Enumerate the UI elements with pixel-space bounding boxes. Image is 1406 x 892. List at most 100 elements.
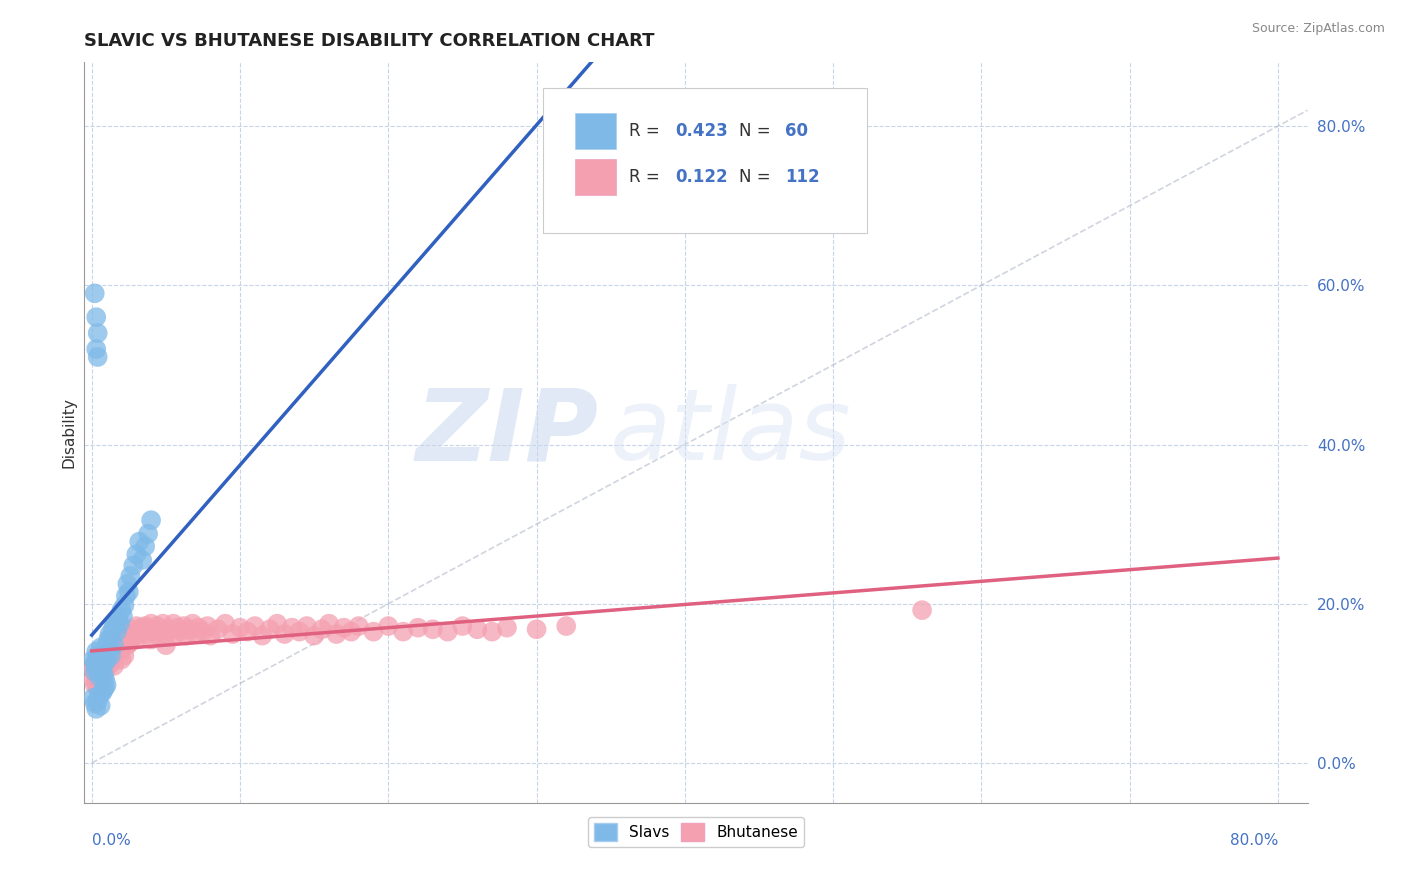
Point xyxy=(125,619,148,633)
Point xyxy=(125,548,148,562)
Point xyxy=(100,646,122,660)
Point xyxy=(128,534,150,549)
Point xyxy=(98,643,121,657)
Point xyxy=(101,622,124,636)
Text: 0.0%: 0.0% xyxy=(91,833,131,848)
Point xyxy=(107,611,129,625)
Point xyxy=(96,654,118,668)
Point xyxy=(363,624,385,639)
Text: 80.0%: 80.0% xyxy=(1230,833,1278,848)
Point xyxy=(132,624,155,639)
Point xyxy=(110,652,132,666)
Point xyxy=(111,632,134,647)
Point xyxy=(325,627,347,641)
Point xyxy=(252,629,274,643)
Point xyxy=(118,637,141,651)
Point xyxy=(111,608,134,623)
Point xyxy=(911,603,934,617)
Point xyxy=(93,682,115,697)
Point xyxy=(86,654,108,668)
Point xyxy=(115,589,138,603)
Point xyxy=(90,673,112,687)
Point xyxy=(100,648,122,663)
Point xyxy=(97,632,120,647)
Point xyxy=(98,643,121,657)
Point xyxy=(134,619,156,633)
Point xyxy=(93,666,115,681)
Point xyxy=(90,698,112,713)
Point xyxy=(89,670,111,684)
Point xyxy=(94,681,117,695)
Point xyxy=(103,658,125,673)
Point xyxy=(465,622,488,636)
Point xyxy=(103,638,125,652)
Point xyxy=(91,686,114,700)
Point xyxy=(89,665,111,679)
Point xyxy=(84,665,107,679)
Point xyxy=(84,660,107,674)
Point xyxy=(288,624,311,639)
Text: 112: 112 xyxy=(786,169,820,186)
Point xyxy=(103,619,125,633)
Text: atlas: atlas xyxy=(610,384,852,481)
Point xyxy=(243,619,266,633)
Point xyxy=(555,619,578,633)
Point xyxy=(221,627,243,641)
Point xyxy=(155,638,177,652)
Point xyxy=(181,616,204,631)
Text: 0.423: 0.423 xyxy=(675,122,728,140)
Point xyxy=(120,630,142,644)
Point xyxy=(191,624,214,639)
Point xyxy=(96,678,118,692)
Point xyxy=(98,627,121,641)
Point xyxy=(302,629,325,643)
Point xyxy=(295,619,318,633)
Point xyxy=(90,640,112,655)
Point xyxy=(83,657,105,671)
Point xyxy=(112,638,135,652)
Point xyxy=(89,689,111,703)
Point xyxy=(110,603,132,617)
Point xyxy=(94,665,117,679)
Point xyxy=(146,619,169,633)
Point xyxy=(82,652,104,666)
Point xyxy=(93,651,115,665)
Point xyxy=(134,540,156,554)
Point xyxy=(91,651,114,665)
Text: 60: 60 xyxy=(786,122,808,140)
Point xyxy=(96,638,118,652)
Point xyxy=(173,619,195,633)
Point xyxy=(84,652,107,666)
Text: R =: R = xyxy=(628,122,665,140)
Point xyxy=(122,630,145,644)
Point xyxy=(108,616,131,631)
Point xyxy=(131,553,153,567)
Point xyxy=(273,627,295,641)
Point xyxy=(91,657,114,671)
Point xyxy=(281,621,304,635)
Point xyxy=(93,662,115,676)
Point xyxy=(422,622,444,636)
Point xyxy=(90,658,112,673)
Point xyxy=(129,621,152,635)
Point xyxy=(82,662,104,676)
Y-axis label: Disability: Disability xyxy=(60,397,76,468)
Point xyxy=(115,630,138,644)
Point xyxy=(112,599,135,613)
Point xyxy=(105,646,128,660)
Point xyxy=(100,630,122,644)
Point xyxy=(118,627,141,641)
Point xyxy=(108,635,131,649)
Point xyxy=(149,622,172,636)
Point xyxy=(157,622,180,636)
Point xyxy=(377,619,399,633)
Point xyxy=(86,658,108,673)
Point xyxy=(526,622,548,636)
Point xyxy=(101,640,124,655)
Point xyxy=(266,616,288,631)
Point xyxy=(96,658,118,673)
Point xyxy=(118,584,141,599)
Point xyxy=(84,702,107,716)
Point xyxy=(451,619,474,633)
Point xyxy=(86,326,108,340)
